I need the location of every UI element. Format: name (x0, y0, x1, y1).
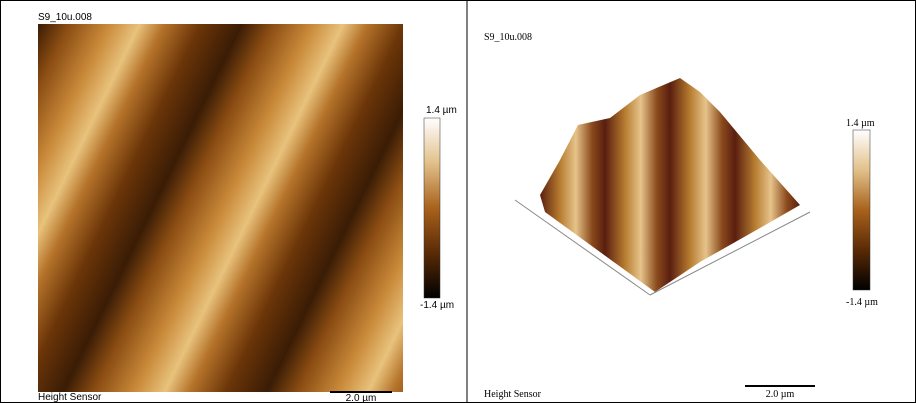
colorbar-max: 1.4 µm (846, 118, 875, 129)
scale-bar-label: 2.0 µm (346, 393, 377, 403)
scale-bar-label: 2.0 µm (766, 389, 795, 400)
panel-title: S9_10u.008 (38, 12, 92, 23)
colorbar (853, 130, 870, 290)
panel-title: S9_10u.008 (484, 32, 532, 43)
colorbar-min: -1.4 µm (846, 297, 878, 308)
channel-label: Height Sensor (38, 392, 102, 403)
left-panel: S9_10u.008 1.4 µm -1.4 µm Height Sensor … (38, 12, 457, 403)
channel-label: Height Sensor (484, 389, 542, 400)
colorbar-max: 1.4 µm (426, 105, 457, 116)
height-image (38, 24, 403, 392)
colorbar-min: -1.4 µm (420, 300, 454, 311)
figure: S9_10u.008 1.4 µm -1.4 µm Height Sensor … (0, 0, 916, 403)
colorbar (424, 118, 440, 298)
